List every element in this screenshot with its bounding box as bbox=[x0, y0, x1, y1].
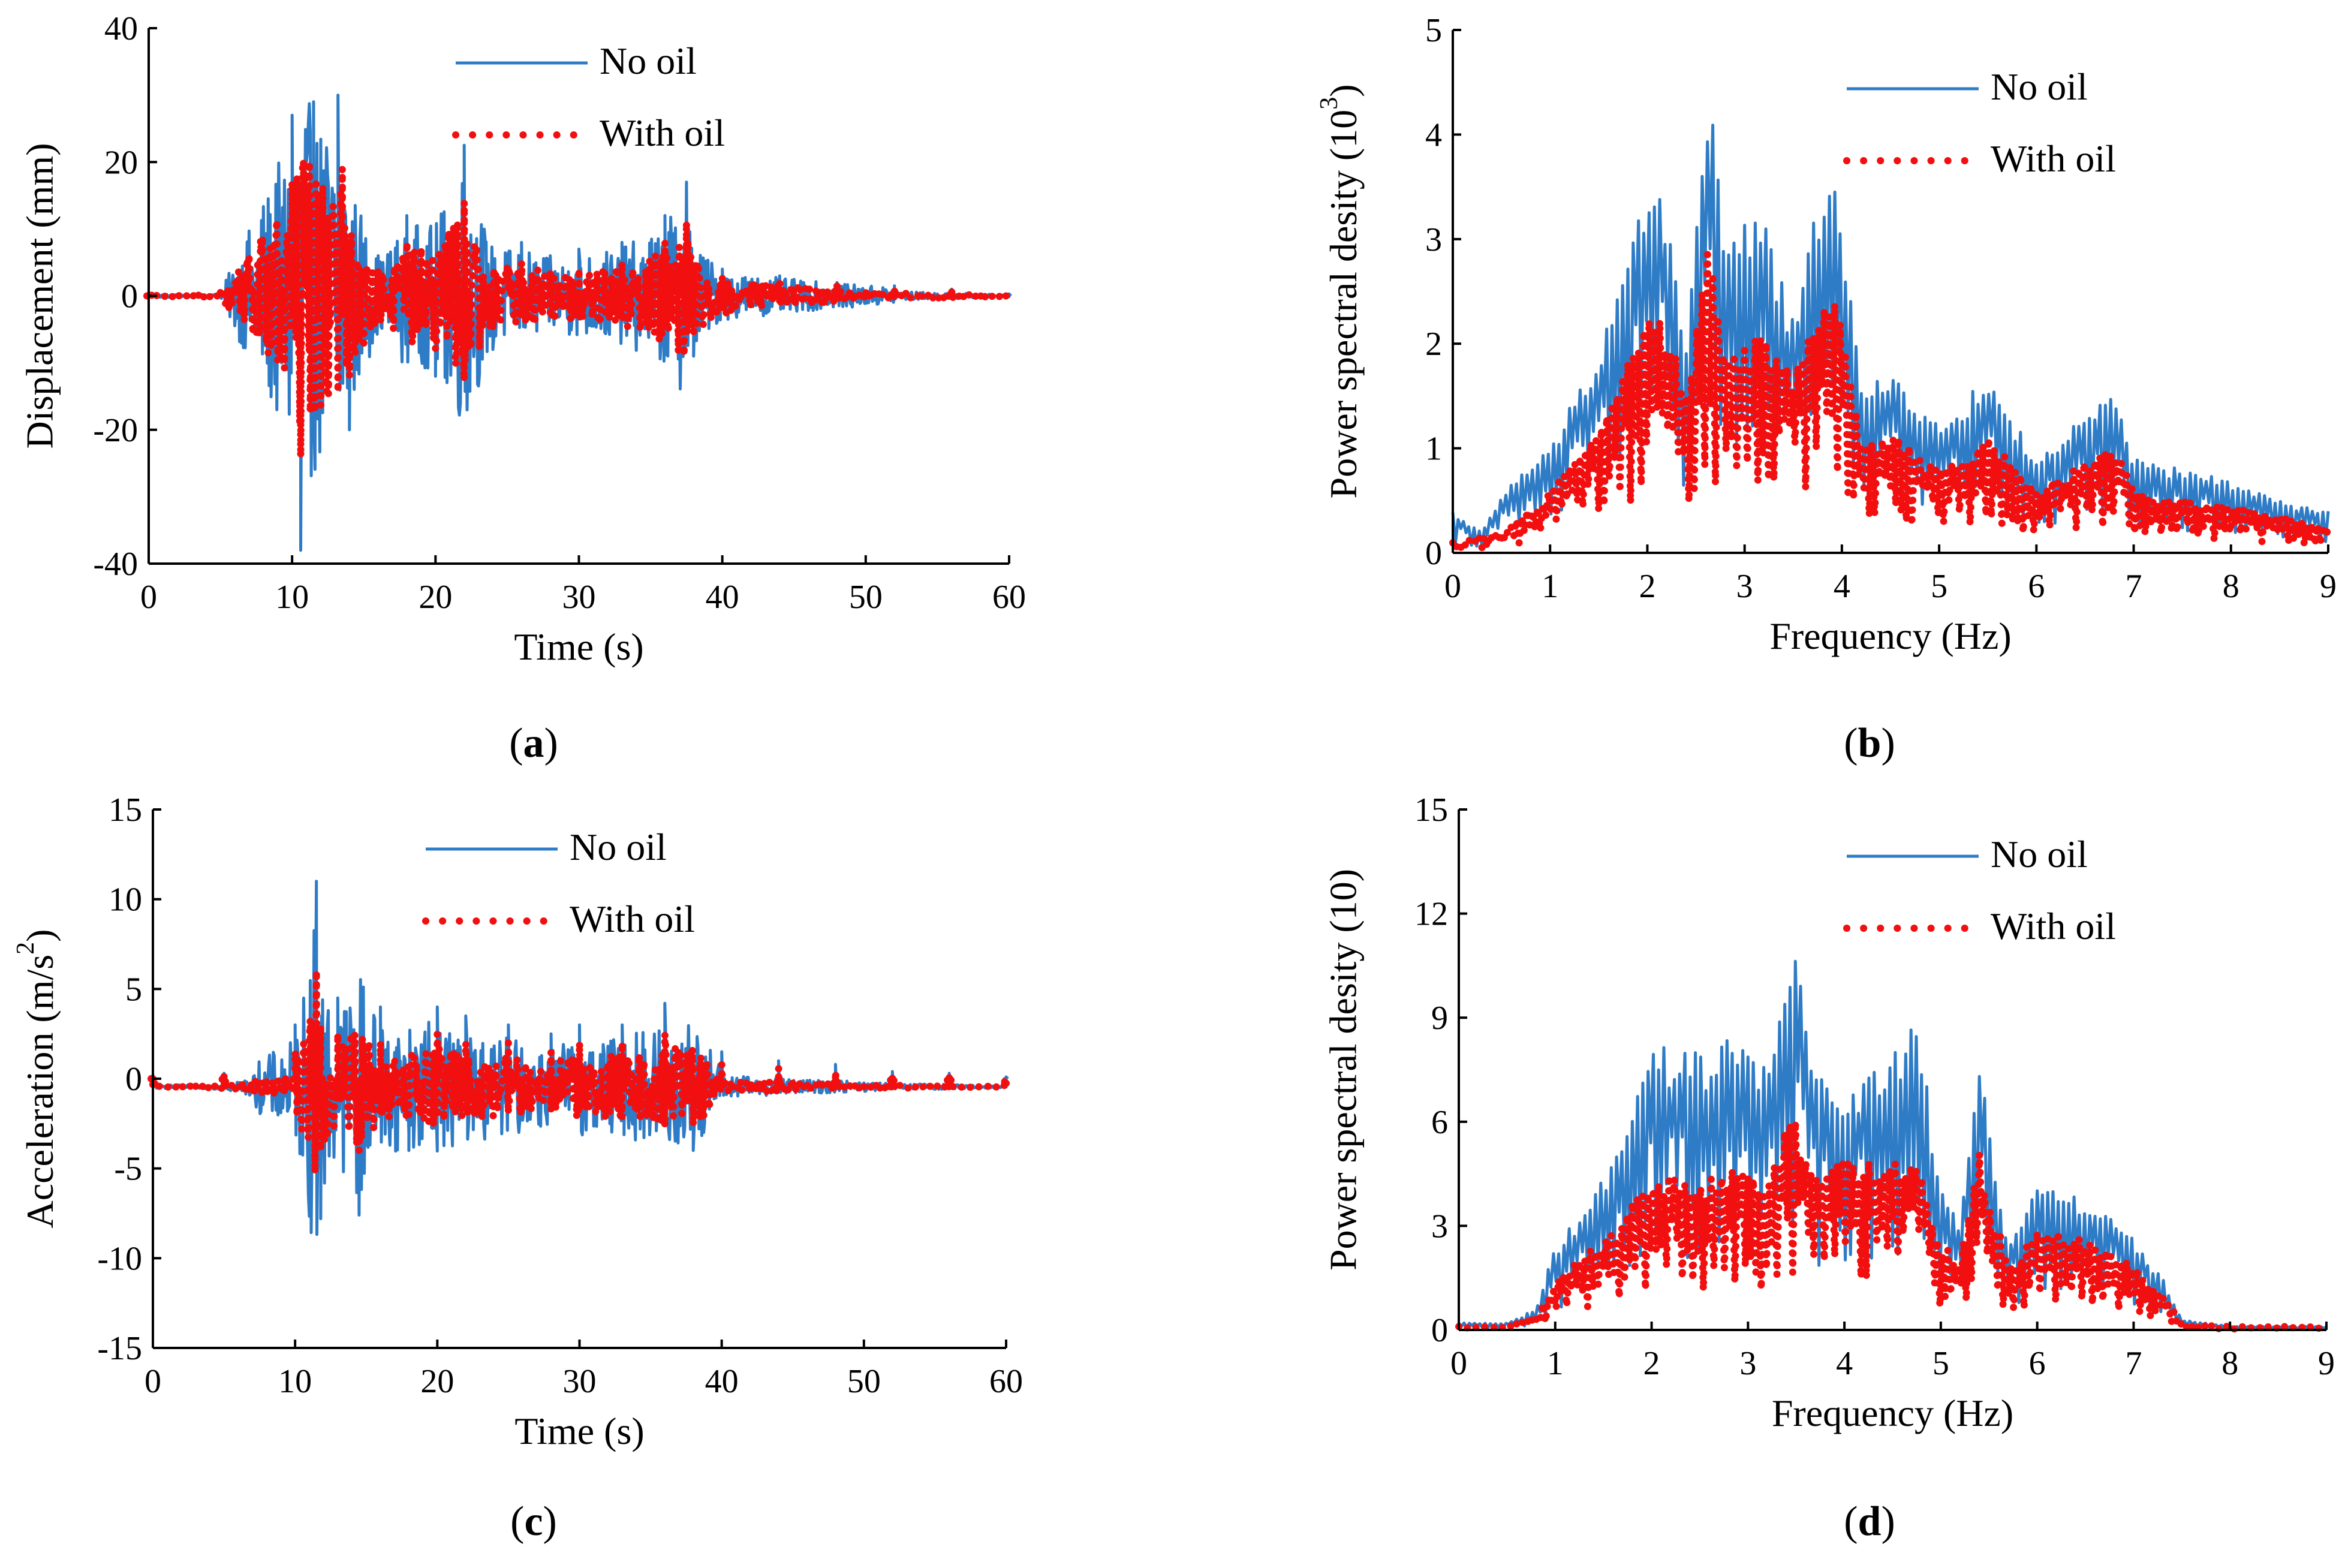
x-tick-label: 7 bbox=[2126, 568, 2142, 605]
y-tick-label: -20 bbox=[93, 412, 138, 449]
legend-label-with-oil: With oil bbox=[1991, 905, 2116, 947]
y-tick-label: 10 bbox=[109, 881, 142, 919]
x-tick-label: 2 bbox=[1643, 1345, 1660, 1382]
series-line-with-oil bbox=[143, 157, 1015, 461]
y-tick-label: 0 bbox=[1431, 1312, 1448, 1349]
y-tick-label: 40 bbox=[104, 10, 138, 47]
series-line-with-oil bbox=[1449, 251, 2332, 553]
panel-label: (a) bbox=[509, 720, 558, 766]
x-tick-label: 6 bbox=[2028, 568, 2045, 605]
y-tick-label: 2 bbox=[1425, 326, 1442, 363]
x-tick-label: 5 bbox=[1931, 568, 1947, 605]
x-tick-label: 9 bbox=[2320, 568, 2337, 605]
y-tick-label: 3 bbox=[1425, 221, 1442, 258]
y-tick-label: 0 bbox=[121, 278, 138, 315]
x-tick-label: 2 bbox=[1639, 568, 1655, 605]
x-tick-label: 1 bbox=[1547, 1345, 1564, 1382]
y-tick-label: -15 bbox=[97, 1330, 142, 1367]
y-tick-label: 1 bbox=[1425, 431, 1442, 468]
legend-label-with-oil: With oil bbox=[570, 898, 695, 940]
chart-c: 0 10 20 30 40 50 60 -15 -10 -5 0 5 10 15 Time (s) Accel… bbox=[12, 791, 1023, 1545]
y-axis-label: Acceleration (m/s2) bbox=[12, 929, 61, 1229]
y-tick-label: 9 bbox=[1431, 1000, 1448, 1037]
x-tick-label: 10 bbox=[278, 1363, 312, 1400]
x-tick-label: 60 bbox=[989, 1363, 1023, 1400]
x-tick-label: 7 bbox=[2125, 1345, 2142, 1382]
x-tick-label: 0 bbox=[140, 579, 157, 616]
x-tick-label: 0 bbox=[1444, 568, 1461, 605]
legend-label-no-oil: No oil bbox=[1991, 833, 2088, 875]
x-tick-label: 10 bbox=[275, 579, 309, 616]
x-tick-label: 3 bbox=[1736, 568, 1753, 605]
x-axis-label: Time (s) bbox=[514, 1410, 644, 1452]
x-tick-label: 60 bbox=[992, 579, 1026, 616]
x-tick-label: 4 bbox=[1834, 568, 1850, 605]
y-tick-label: 3 bbox=[1431, 1208, 1448, 1245]
y-tick-label: 15 bbox=[1414, 791, 1448, 829]
x-tick-label: 50 bbox=[847, 1363, 881, 1400]
y-tick-label: -40 bbox=[93, 546, 138, 583]
y-tick-label: 6 bbox=[1431, 1104, 1448, 1141]
y-axis-label: Displacement (mm) bbox=[19, 143, 61, 449]
x-tick-label: 20 bbox=[419, 579, 452, 616]
x-axis-label: Frequency (Hz) bbox=[1769, 615, 2011, 657]
panel-label: (d) bbox=[1844, 1498, 1895, 1545]
x-tick-label: 20 bbox=[420, 1363, 454, 1400]
y-tick-label: 5 bbox=[1425, 12, 1442, 49]
x-axis-label: Time (s) bbox=[514, 625, 643, 668]
y-tick-label: 0 bbox=[1425, 535, 1442, 572]
y-tick-label: 0 bbox=[125, 1061, 142, 1098]
y-tick-label: 12 bbox=[1414, 896, 1448, 933]
x-tick-label: 50 bbox=[849, 579, 883, 616]
legend-label-with-oil: With oil bbox=[1991, 137, 2116, 180]
x-tick-label: 8 bbox=[2223, 568, 2239, 605]
panel-label: (b) bbox=[1844, 720, 1895, 766]
x-tick-label: 30 bbox=[563, 1363, 597, 1400]
legend-label-no-oil: No oil bbox=[570, 826, 667, 868]
panel-label: (c) bbox=[510, 1498, 557, 1545]
legend-label-no-oil: No oil bbox=[600, 40, 697, 82]
series-line-with-oil bbox=[147, 967, 1012, 1176]
y-axis-label: Power spectral desity (103) bbox=[1316, 84, 1365, 498]
legend-label-no-oil: No oil bbox=[1991, 65, 2088, 108]
series-line-with-oil bbox=[1455, 1118, 2330, 1333]
x-tick-label: 0 bbox=[1450, 1345, 1467, 1382]
x-tick-label: 6 bbox=[2029, 1345, 2046, 1382]
x-tick-label: 30 bbox=[562, 579, 596, 616]
y-tick-label: 15 bbox=[109, 791, 142, 829]
y-tick-label: 4 bbox=[1425, 116, 1442, 154]
x-tick-label: 40 bbox=[706, 579, 739, 616]
chart-b: 0 1 2 3 4 5 6 7 8 9 0 1 2 3 4 5 Frequency (Hz) Power spec… bbox=[1316, 12, 2337, 766]
x-tick-label: 3 bbox=[1739, 1345, 1756, 1382]
x-tick-label: 0 bbox=[145, 1363, 161, 1400]
x-tick-label: 40 bbox=[705, 1363, 739, 1400]
legend-label-with-oil: With oil bbox=[600, 112, 725, 154]
y-tick-label: -5 bbox=[114, 1151, 142, 1188]
y-tick-label: -10 bbox=[97, 1240, 142, 1277]
x-tick-label: 5 bbox=[1932, 1345, 1949, 1382]
series-line-no-oil bbox=[1451, 124, 2330, 548]
y-tick-label: 20 bbox=[104, 144, 138, 181]
y-axis-label: Power spectral desity (10) bbox=[1322, 869, 1365, 1271]
x-tick-label: 4 bbox=[1836, 1345, 1853, 1382]
series-line-no-oil bbox=[1458, 959, 2328, 1331]
x-axis-label: Frequency (Hz) bbox=[1772, 1392, 2013, 1434]
y-tick-label: 5 bbox=[125, 971, 142, 1008]
x-tick-label: 9 bbox=[2318, 1345, 2335, 1382]
x-tick-label: 8 bbox=[2221, 1345, 2238, 1382]
chart-a: 0 10 20 30 40 50 60 -40 -20 0 20 40 Time (s) Displace… bbox=[19, 10, 1026, 766]
x-tick-label: 1 bbox=[1542, 568, 1558, 605]
